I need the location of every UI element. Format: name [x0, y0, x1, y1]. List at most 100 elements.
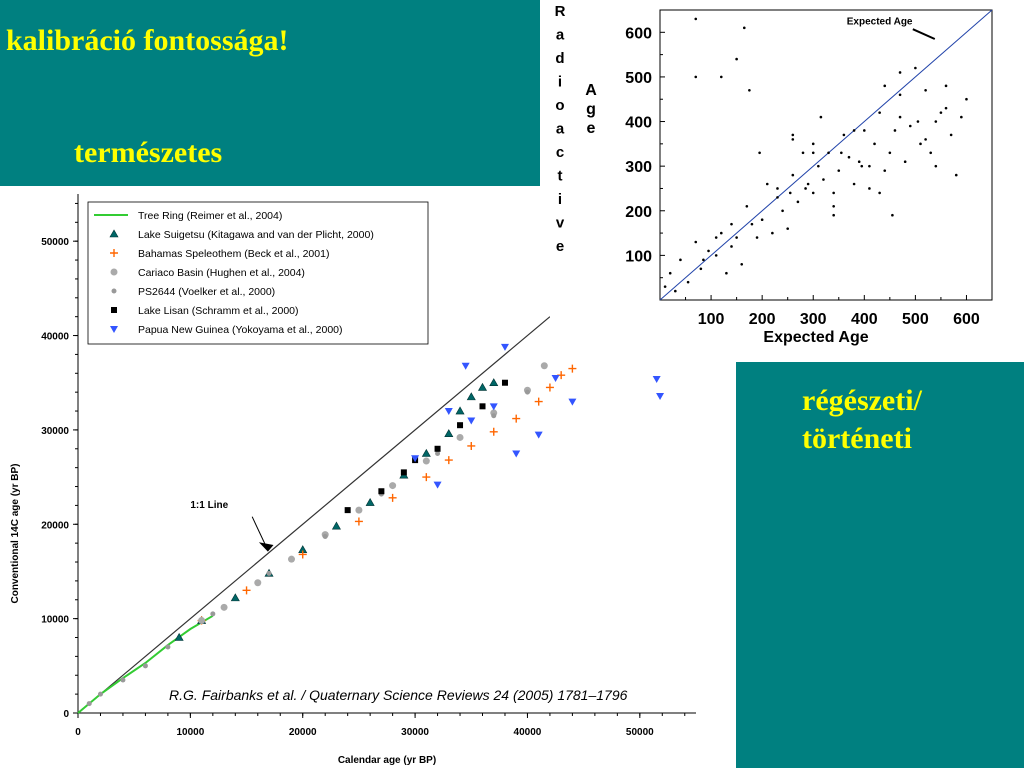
archaeological-label-line2: történeti — [802, 422, 912, 455]
data-point — [868, 164, 871, 168]
data-point — [86, 701, 92, 707]
data-point — [534, 431, 543, 439]
data-point — [837, 169, 841, 172]
data-point — [421, 448, 431, 457]
data-point — [916, 120, 920, 123]
data-point — [893, 129, 897, 132]
data-point — [354, 517, 363, 526]
data-point — [512, 414, 521, 423]
x-tick-label: 500 — [902, 311, 929, 328]
data-point — [674, 289, 677, 293]
data-point — [467, 441, 476, 450]
y-axis-title-letter: A — [585, 82, 597, 99]
archaeological-label-line1: régészeti/ — [802, 384, 922, 417]
series-2 — [197, 364, 577, 625]
x-tick-label: 10000 — [176, 727, 204, 738]
side-label-letter: i — [558, 191, 562, 208]
series-5 — [344, 379, 508, 514]
data-point — [524, 389, 530, 395]
side-label-letter: o — [555, 97, 564, 114]
data-point — [344, 507, 351, 514]
data-point — [457, 422, 464, 429]
data-point — [832, 191, 835, 195]
y-axis-title-letter: g — [586, 101, 596, 118]
data-point — [679, 258, 682, 262]
data-point — [760, 218, 764, 221]
data-point — [735, 57, 738, 61]
data-point — [847, 155, 851, 159]
side-label-letter: d — [555, 50, 564, 67]
data-point — [924, 138, 927, 141]
data-point — [944, 106, 948, 110]
y-tick-label: 0 — [63, 709, 69, 720]
x-tick-label: 400 — [851, 311, 878, 328]
data-point — [702, 258, 705, 262]
data-point — [908, 124, 912, 128]
side-label-letter: v — [556, 215, 565, 232]
data-point — [748, 89, 751, 92]
data-point — [355, 506, 363, 514]
data-point — [832, 213, 835, 217]
data-point — [512, 450, 521, 458]
data-point — [378, 488, 385, 495]
y-tick-label: 200 — [625, 204, 652, 221]
data-point — [165, 644, 171, 650]
y-axis-title: Conventional 14C age (yr BP) — [10, 463, 21, 603]
data-point — [786, 227, 789, 230]
data-point — [656, 392, 665, 400]
x-axis-title: Expected Age — [763, 329, 868, 346]
data-point — [730, 245, 733, 248]
data-point — [842, 133, 846, 137]
data-point — [461, 362, 470, 370]
annotation-arrow-shaft — [251, 516, 268, 549]
y-tick-label: 400 — [625, 115, 652, 132]
data-point — [965, 97, 968, 101]
data-point — [254, 579, 262, 587]
data-point — [755, 236, 759, 239]
data-point — [960, 115, 963, 119]
legend-swatch — [109, 229, 119, 238]
data-point — [891, 213, 894, 217]
data-point — [791, 133, 795, 137]
data-point — [694, 17, 698, 21]
legend-swatch — [110, 326, 118, 333]
data-point — [242, 586, 251, 595]
data-point — [735, 236, 738, 239]
data-point — [811, 151, 815, 155]
data-point — [771, 231, 774, 235]
data-point — [898, 115, 902, 119]
data-point — [832, 205, 835, 208]
data-point — [422, 473, 431, 482]
data-point — [210, 611, 216, 617]
scatter-points — [663, 17, 968, 293]
y-tick-label: 40000 — [41, 332, 69, 343]
legend-box — [87, 201, 429, 345]
side-label-letter: R — [555, 3, 566, 20]
data-point — [796, 200, 800, 204]
data-point — [466, 392, 476, 401]
data-point — [120, 677, 126, 683]
data-point — [455, 406, 465, 415]
data-point — [819, 115, 823, 119]
data-point — [939, 111, 943, 114]
x-tick-label: 300 — [800, 311, 827, 328]
data-point — [540, 362, 548, 370]
y-tick-label: 600 — [625, 25, 652, 42]
data-point — [868, 187, 871, 190]
chart-background — [550, 0, 1024, 358]
data-point — [811, 142, 815, 146]
expected-age-annotation: Expected Age — [847, 16, 913, 27]
data-point — [400, 469, 407, 476]
series-4 — [86, 389, 530, 707]
data-point — [491, 413, 497, 419]
data-point — [929, 151, 933, 155]
data-point — [822, 178, 825, 181]
data-point — [456, 433, 464, 441]
data-point — [719, 231, 723, 235]
data-point — [467, 417, 476, 425]
data-point — [898, 71, 902, 74]
data-point — [878, 111, 881, 114]
x-tick-label: 50000 — [626, 727, 654, 738]
legend-swatch — [111, 288, 117, 294]
data-point — [174, 632, 184, 641]
